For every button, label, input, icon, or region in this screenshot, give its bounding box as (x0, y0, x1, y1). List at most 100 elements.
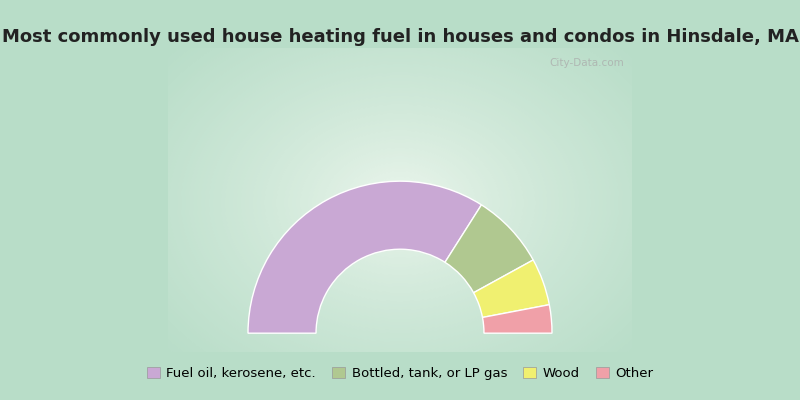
Circle shape (274, 82, 526, 333)
Ellipse shape (181, 44, 619, 362)
Ellipse shape (146, 18, 654, 388)
Circle shape (278, 86, 522, 329)
Circle shape (331, 138, 469, 276)
Circle shape (234, 41, 566, 374)
Circle shape (222, 29, 578, 386)
Circle shape (396, 203, 404, 211)
Ellipse shape (130, 6, 670, 400)
Ellipse shape (336, 156, 464, 249)
Circle shape (298, 106, 502, 308)
Circle shape (306, 114, 494, 300)
Ellipse shape (169, 35, 631, 371)
Circle shape (120, 0, 680, 400)
Circle shape (351, 158, 449, 256)
Ellipse shape (376, 186, 424, 220)
Circle shape (198, 4, 602, 400)
Circle shape (173, 0, 627, 400)
Ellipse shape (201, 58, 599, 348)
Ellipse shape (90, 0, 710, 400)
Ellipse shape (261, 102, 539, 304)
Ellipse shape (126, 3, 674, 400)
Circle shape (92, 0, 708, 400)
Circle shape (100, 0, 700, 400)
Ellipse shape (253, 96, 547, 310)
Ellipse shape (356, 171, 444, 235)
Circle shape (343, 150, 457, 264)
Circle shape (294, 102, 506, 313)
Circle shape (96, 0, 704, 400)
Ellipse shape (269, 107, 531, 298)
Circle shape (112, 0, 688, 400)
Ellipse shape (82, 0, 718, 400)
Circle shape (149, 0, 651, 400)
Circle shape (315, 122, 485, 292)
Circle shape (124, 0, 676, 400)
Circle shape (242, 49, 558, 365)
Text: City-Data.com: City-Data.com (550, 58, 624, 68)
Ellipse shape (301, 130, 499, 275)
Ellipse shape (281, 116, 519, 290)
Wedge shape (474, 260, 550, 318)
Circle shape (206, 13, 594, 400)
Ellipse shape (142, 15, 658, 391)
Circle shape (250, 57, 550, 357)
Circle shape (230, 37, 570, 378)
Circle shape (80, 0, 720, 400)
Circle shape (238, 45, 562, 369)
Ellipse shape (265, 104, 535, 301)
Circle shape (169, 0, 631, 400)
Ellipse shape (273, 110, 527, 296)
Ellipse shape (217, 70, 583, 336)
Ellipse shape (313, 139, 487, 266)
Circle shape (290, 98, 510, 317)
Circle shape (286, 94, 514, 321)
Ellipse shape (257, 99, 543, 307)
Ellipse shape (297, 128, 503, 278)
Ellipse shape (241, 87, 559, 319)
Ellipse shape (249, 93, 551, 313)
Circle shape (323, 130, 477, 284)
Ellipse shape (305, 134, 495, 272)
Ellipse shape (189, 50, 611, 356)
Ellipse shape (205, 61, 595, 345)
Ellipse shape (320, 145, 480, 261)
Ellipse shape (285, 119, 515, 287)
Circle shape (190, 0, 610, 400)
Ellipse shape (122, 0, 678, 400)
Ellipse shape (185, 46, 615, 359)
Circle shape (327, 134, 473, 280)
Circle shape (76, 0, 724, 400)
Ellipse shape (197, 55, 603, 350)
Wedge shape (482, 305, 552, 333)
Ellipse shape (161, 29, 639, 377)
Ellipse shape (396, 200, 404, 206)
Ellipse shape (86, 0, 714, 400)
Ellipse shape (106, 0, 694, 400)
Ellipse shape (110, 0, 690, 400)
Circle shape (335, 142, 465, 272)
Circle shape (388, 195, 412, 219)
Circle shape (129, 0, 671, 400)
Ellipse shape (209, 64, 591, 342)
Ellipse shape (340, 160, 460, 246)
Circle shape (376, 183, 424, 232)
Circle shape (311, 118, 489, 296)
Text: Most commonly used house heating fuel in houses and condos in Hinsdale, MA: Most commonly used house heating fuel in… (2, 28, 798, 46)
Circle shape (137, 0, 663, 400)
Circle shape (372, 179, 428, 236)
Circle shape (282, 90, 518, 325)
Ellipse shape (348, 165, 452, 240)
Circle shape (355, 163, 445, 252)
Ellipse shape (384, 191, 416, 214)
Ellipse shape (157, 26, 643, 380)
Ellipse shape (392, 197, 408, 209)
Ellipse shape (316, 142, 483, 264)
Circle shape (347, 154, 453, 260)
Ellipse shape (368, 180, 432, 226)
Circle shape (392, 199, 408, 215)
Circle shape (384, 191, 416, 224)
Circle shape (133, 0, 667, 400)
Ellipse shape (245, 90, 555, 316)
Ellipse shape (388, 194, 412, 212)
Ellipse shape (193, 52, 607, 354)
